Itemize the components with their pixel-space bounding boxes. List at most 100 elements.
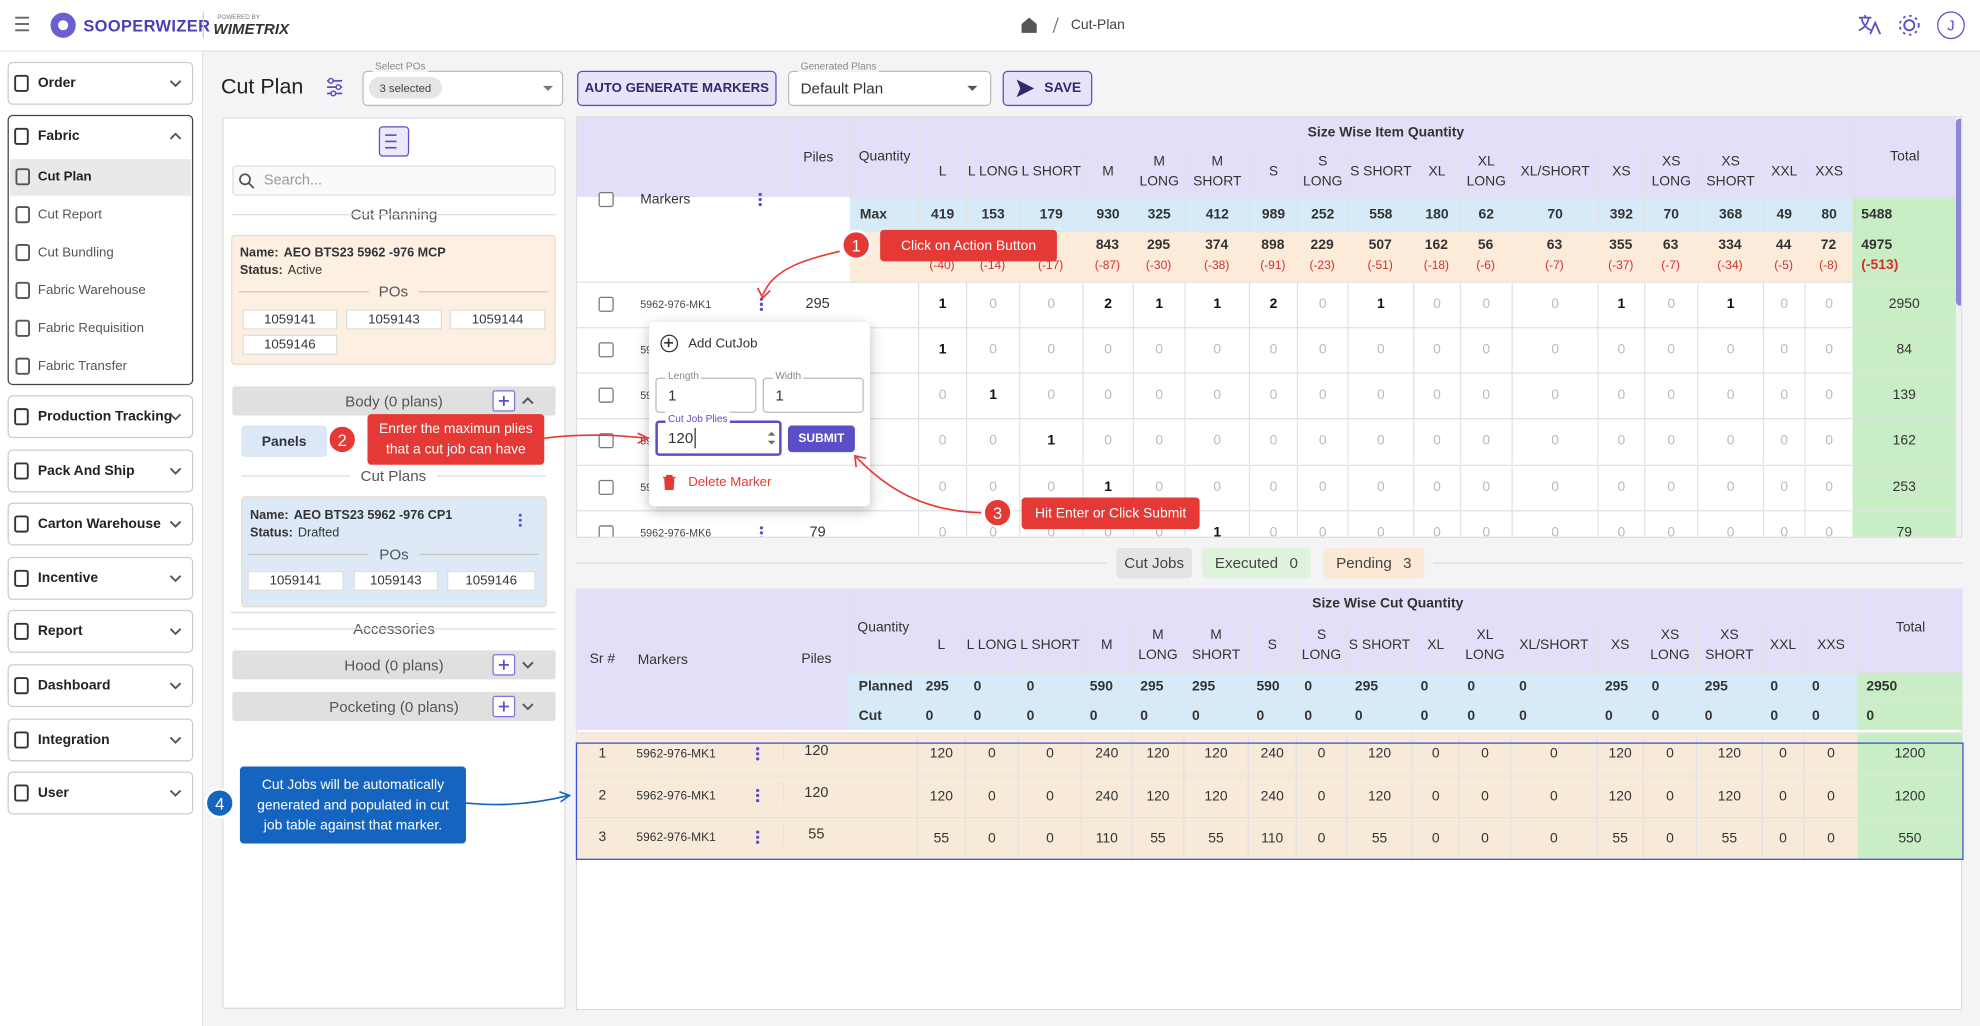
- max-cell: 153: [966, 196, 1019, 232]
- collapse-button[interactable]: [378, 126, 410, 157]
- partner-logo: WIMETRIX: [213, 20, 290, 38]
- tab[interactable]: Cut Jobs: [1116, 548, 1193, 579]
- total-cell: 5488: [1861, 206, 1893, 222]
- submenu-item[interactable]: Cut Bundling: [37, 244, 114, 261]
- total-bg: [1852, 196, 1957, 537]
- sum-cell: 0: [1651, 707, 1660, 723]
- sum-cell: 0: [1354, 707, 1363, 723]
- checkbox[interactable]: [598, 191, 614, 208]
- qty-cell: 0: [918, 417, 966, 464]
- select-pos[interactable]: [362, 70, 564, 107]
- section-title: Accessories: [232, 619, 555, 639]
- job-cell: 55: [916, 817, 965, 859]
- submit-button[interactable]: SUBMIT: [787, 425, 855, 453]
- avatar[interactable]: J: [1937, 11, 1965, 40]
- kebab-button[interactable]: [753, 828, 763, 846]
- qty-cell: 0: [1697, 417, 1763, 464]
- qty-cell: 0: [1644, 417, 1697, 464]
- size-header: XS SHORT: [1697, 146, 1763, 197]
- annotation-text: Click on Action Button: [880, 229, 1057, 262]
- submenu-item[interactable]: Cut Report: [37, 207, 103, 223]
- size-header: XS LONG: [1642, 618, 1696, 672]
- menu-item[interactable]: Pack And Ship: [37, 463, 135, 479]
- qty-cell: 0: [1413, 417, 1460, 464]
- add-button: [492, 695, 516, 718]
- po-chip: 1059141: [242, 309, 338, 330]
- diff-cell: (-17): [1037, 258, 1064, 273]
- row-line: [577, 510, 1957, 512]
- row-bg: [848, 671, 1858, 701]
- submenu-item[interactable]: Fabric Requisition: [37, 320, 145, 336]
- kebab-button[interactable]: [756, 524, 766, 537]
- submenu-item[interactable]: Fabric Warehouse: [37, 282, 146, 299]
- add-cutjob[interactable]: Add CutJob: [688, 335, 758, 352]
- row-line: [577, 372, 1957, 374]
- remaining-cell: 334: [1718, 237, 1742, 253]
- width-field[interactable]: [762, 377, 864, 413]
- checkbox[interactable]: [598, 479, 614, 495]
- menu-item[interactable]: Production Tracking: [37, 409, 173, 425]
- total-cell: 84: [1896, 342, 1912, 358]
- checkbox[interactable]: [598, 525, 614, 537]
- kebab-button[interactable]: [753, 745, 763, 763]
- qty-cell: 0: [1511, 327, 1598, 373]
- plies-cell: 79: [809, 525, 826, 538]
- checkbox[interactable]: [598, 342, 614, 358]
- sum-cell: 0: [1420, 678, 1429, 694]
- po-chip: 1059144: [449, 309, 546, 330]
- kebab-button[interactable]: [756, 295, 766, 313]
- qty-cell: 0: [1511, 510, 1598, 537]
- sr-cell: 2: [598, 787, 607, 804]
- tab[interactable]: Pending 3: [1323, 548, 1425, 579]
- qty-cell: 0: [1184, 464, 1248, 511]
- menu-item[interactable]: Order: [37, 75, 76, 91]
- qty-cell: 0: [1644, 281, 1697, 328]
- search-box[interactable]: [232, 165, 556, 196]
- qty-cell: 1: [1697, 281, 1763, 328]
- sum-cell: 0: [1467, 707, 1476, 723]
- menu-item[interactable]: Report: [37, 623, 83, 639]
- qty-cell: 0: [918, 464, 966, 511]
- max-cell: 558: [1347, 196, 1413, 232]
- checkbox[interactable]: [598, 387, 614, 403]
- job-cell: 120: [916, 775, 965, 818]
- remaining-cell: 229: [1310, 237, 1334, 253]
- kebab-button[interactable]: [753, 787, 763, 805]
- markers-table: Markers Piles Quantity Size Wise Item Quant…: [575, 116, 1963, 538]
- save-button[interactable]: SAVE: [1002, 70, 1093, 107]
- size-header: M: [1080, 618, 1132, 672]
- sum-cell: 0: [1704, 707, 1713, 723]
- tab[interactable]: Executed 0: [1202, 548, 1311, 579]
- kebab-button[interactable]: [755, 191, 765, 209]
- menu-item[interactable]: Incentive: [37, 570, 99, 586]
- checkbox[interactable]: [598, 433, 614, 449]
- job-cell: 240: [1080, 732, 1132, 776]
- menu-item[interactable]: Integration: [37, 732, 110, 748]
- submenu-item[interactable]: Fabric Transfer: [37, 358, 128, 374]
- annotation-number: 4: [204, 787, 235, 819]
- generated-plans-value: Default Plan: [800, 78, 884, 97]
- size-header: S: [1247, 618, 1296, 672]
- total-cell: 1200: [1894, 746, 1926, 762]
- field-label: Cut Job Plies: [665, 411, 731, 425]
- total-bg: [1857, 817, 1963, 859]
- menu-item[interactable]: User: [37, 785, 69, 801]
- auto-generate-button[interactable]: AUTO GENERATE MARKERS: [577, 70, 777, 107]
- menu-item[interactable]: Carton Warehouse: [37, 516, 161, 532]
- panels-tab[interactable]: Panels: [241, 425, 328, 458]
- menu-item[interactable]: Fabric: [37, 128, 80, 144]
- qty-cell: 0: [1511, 464, 1598, 511]
- remaining-cell: 56: [1477, 237, 1494, 253]
- job-cell: 0: [1642, 817, 1696, 859]
- delete-marker[interactable]: Delete Marker: [688, 474, 772, 490]
- generated-plans[interactable]: [787, 70, 992, 107]
- col-header: Markers: [640, 191, 691, 208]
- job-cell: 0: [1510, 732, 1596, 776]
- submenu-item[interactable]: Cut Plan: [37, 169, 92, 185]
- checkbox[interactable]: [598, 296, 614, 312]
- job-cell: 0: [1458, 732, 1510, 776]
- qty-cell: 0: [918, 510, 966, 537]
- job-cell: 0: [1411, 732, 1459, 776]
- size-header: XL/SHORT: [1511, 146, 1598, 197]
- menu-item[interactable]: Dashboard: [37, 678, 111, 694]
